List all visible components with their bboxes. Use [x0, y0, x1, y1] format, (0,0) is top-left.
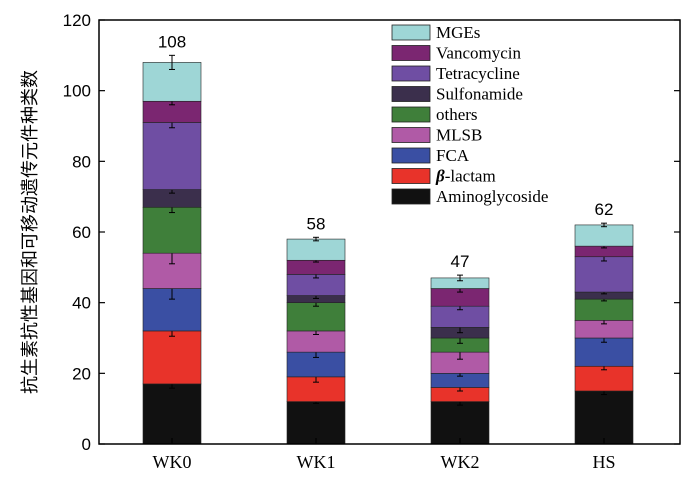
legend-swatch-7: [391, 168, 431, 184]
legend-label-5: MLSB: [436, 126, 482, 145]
legend-label-7: β-lactam: [435, 167, 496, 186]
legend-swatch-6: [391, 147, 431, 164]
y-axis-label: 抗生素抗性基因和可移动遗传元件种类数: [20, 70, 41, 394]
y-tick-label: 60: [72, 223, 91, 242]
legend-label-3: Sulfonamide: [436, 85, 523, 104]
axes: 0 20 40 60 80 100 120 WK0 WK1 WK2 HS: [63, 11, 681, 472]
legend-label-1: Vancomycin: [436, 44, 521, 63]
bar-total-label-wk2: 47: [451, 252, 470, 271]
legend-swatch-0: [391, 24, 431, 41]
y-tick-label: 0: [82, 435, 91, 454]
bar-segment-wk1-8: [286, 238, 346, 261]
bar-segment-wk0-1: [142, 330, 202, 385]
x-tick-label-wk0: WK0: [153, 452, 192, 472]
y-tick-label: 40: [72, 294, 91, 313]
bar-segment-wk0-0: [142, 383, 202, 445]
bar-segment-hs-6: [574, 256, 634, 293]
legend-label-2: Tetracycline: [436, 64, 520, 83]
y-tick-label: 100: [63, 82, 91, 101]
legend-swatch-1: [391, 45, 431, 61]
legend-label-0: MGEs: [436, 23, 480, 42]
x-tick-label-wk1: WK1: [297, 452, 336, 472]
legend-swatch-4: [391, 106, 431, 123]
legend-label-4: others: [436, 105, 478, 124]
x-tick-label-hs: HS: [592, 452, 615, 472]
bar-segment-wk0-6: [142, 122, 202, 190]
plot-area: 108 58 47 62: [142, 32, 634, 445]
bar-segment-hs-0: [574, 390, 634, 445]
legend-swatch-2: [391, 65, 431, 82]
bar-segment-wk1-4: [286, 302, 346, 332]
bar-total-label-hs: 62: [595, 200, 614, 219]
legend-label-6: FCA: [436, 146, 470, 165]
bar-total-label-wk0: 108: [158, 32, 186, 51]
y-tick-label: 80: [72, 152, 91, 171]
bar-segment-wk0-4: [142, 206, 202, 254]
bar-segment-hs-4: [574, 298, 634, 321]
bar-total-label-wk1: 58: [307, 214, 326, 233]
bar-segment-hs-8: [574, 224, 634, 247]
legend-swatch-8: [391, 188, 431, 205]
legend-swatch-3: [391, 86, 431, 102]
bar-segment-wk2-0: [430, 401, 490, 445]
y-tick-label: 20: [72, 364, 91, 383]
bar-segment-wk1-0: [286, 401, 346, 445]
legend-swatch-5: [391, 127, 431, 143]
x-tick-label-wk2: WK2: [441, 452, 480, 472]
bar-segment-hs-1: [574, 365, 634, 392]
legend-label-8: Aminoglycoside: [436, 187, 548, 206]
y-tick-label: 120: [63, 11, 91, 30]
